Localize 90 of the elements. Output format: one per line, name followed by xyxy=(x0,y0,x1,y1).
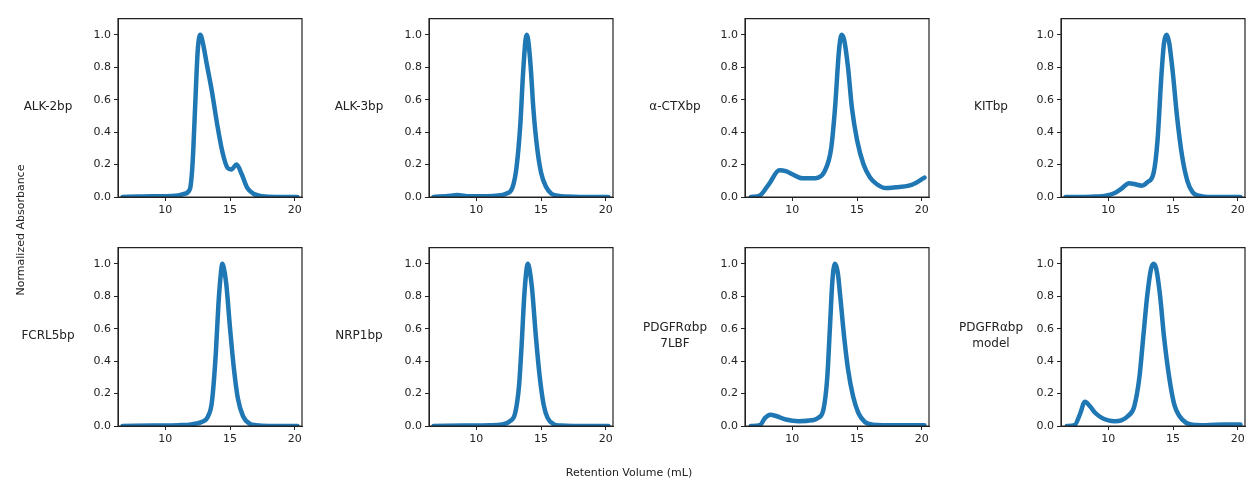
line-series xyxy=(120,32,300,197)
y-tick-label: 1.0 xyxy=(720,256,738,270)
x-tick-label: 20 xyxy=(287,432,302,446)
text: ALK-3bp xyxy=(334,98,384,114)
y-tick-label: 0.8 xyxy=(1036,289,1054,303)
y-tick-label: 0.4 xyxy=(93,353,111,367)
text: ALK-2bp xyxy=(23,98,73,114)
y-tick-label: 0.6 xyxy=(404,321,422,335)
y-tick-label: 0.8 xyxy=(1036,60,1054,74)
y-tick-label: 1.0 xyxy=(1036,27,1054,41)
x-tick-label: 20 xyxy=(598,203,613,217)
y-tick-label: 0.6 xyxy=(1036,92,1054,106)
y-tick-label: 0.6 xyxy=(1036,321,1054,335)
x-tick-label: 10 xyxy=(158,203,173,217)
y-tick-label: 1.0 xyxy=(93,256,111,270)
y-tick-label: 1.0 xyxy=(93,27,111,41)
y-tick-label: 0.2 xyxy=(93,386,111,400)
line-series xyxy=(120,261,300,426)
y-tick-label: 0.8 xyxy=(93,60,111,74)
line-series xyxy=(431,261,611,426)
y-tick-label: 0.4 xyxy=(404,353,422,367)
y-tick-label: 1.0 xyxy=(1036,256,1054,270)
x-tick-label: 15 xyxy=(223,203,238,217)
y-tick-label: 0.4 xyxy=(1036,353,1054,367)
x-tick-label: 10 xyxy=(785,203,800,217)
text: PDGFRαbp model xyxy=(958,319,1024,351)
y-tick-label: 0.0 xyxy=(404,189,422,203)
y-tick-label: 0.2 xyxy=(720,157,738,171)
y-tick-label: 0.0 xyxy=(720,189,738,203)
y-tick-label: 0.8 xyxy=(404,60,422,74)
y-tick-label: 0.8 xyxy=(93,289,111,303)
x-tick-label: 10 xyxy=(1101,432,1116,446)
x-axis-title: Retention Volume (mL) xyxy=(565,466,693,479)
y-tick-label: 0.6 xyxy=(93,321,111,335)
text: KITbp xyxy=(974,98,1008,114)
y-tick-label: 0.8 xyxy=(720,289,738,303)
y-tick-label: 0.2 xyxy=(1036,386,1054,400)
y-tick-label: 0.6 xyxy=(720,321,738,335)
y-tick-label: 0.0 xyxy=(720,418,738,432)
y-tick-label: 0.2 xyxy=(404,386,422,400)
x-tick-label: 15 xyxy=(534,203,549,217)
y-tick-label: 0.2 xyxy=(1036,157,1054,171)
y-tick-label: 0.2 xyxy=(720,386,738,400)
y-tick-label: 1.0 xyxy=(404,27,422,41)
x-tick-label: 10 xyxy=(469,203,484,217)
x-tick-label: 15 xyxy=(1166,432,1181,446)
x-tick-label: 20 xyxy=(1230,432,1245,446)
x-tick-label: 15 xyxy=(1166,203,1181,217)
y-tick-label: 0.2 xyxy=(93,157,111,171)
y-tick-label: 0.0 xyxy=(93,418,111,432)
x-tick-label: 15 xyxy=(850,203,865,217)
y-tick-label: 0.4 xyxy=(404,124,422,138)
y-tick-label: 0.6 xyxy=(720,92,738,106)
text: FCRL5bp xyxy=(21,327,75,343)
x-tick-label: 20 xyxy=(598,432,613,446)
text: α-CTXbp xyxy=(649,98,701,114)
y-tick-label: 0.6 xyxy=(93,92,111,106)
x-tick-label: 10 xyxy=(158,432,173,446)
y-tick-label: 0.0 xyxy=(93,189,111,203)
line-series xyxy=(431,32,611,197)
y-tick-label: 1.0 xyxy=(720,27,738,41)
x-tick-label: 15 xyxy=(534,432,549,446)
line-series xyxy=(748,261,927,426)
y-tick-label: 0.0 xyxy=(1036,189,1054,203)
y-tick-label: 0.4 xyxy=(1036,124,1054,138)
y-tick-label: 0.4 xyxy=(720,124,738,138)
x-tick-label: 10 xyxy=(785,432,800,446)
y-tick-label: 0.2 xyxy=(404,157,422,171)
y-axis-title: Normalized Absorbance xyxy=(13,164,27,296)
y-tick-label: 0.4 xyxy=(720,353,738,367)
x-tick-label: 20 xyxy=(914,432,929,446)
x-tick-label: 10 xyxy=(1101,203,1116,217)
y-tick-label: 0.0 xyxy=(404,418,422,432)
x-tick-label: 10 xyxy=(469,432,484,446)
y-tick-label: 0.6 xyxy=(404,92,422,106)
y-tick-label: 0.4 xyxy=(93,124,111,138)
line-series xyxy=(748,32,927,197)
y-tick-label: 0.0 xyxy=(1036,418,1054,432)
y-tick-label: 0.8 xyxy=(720,60,738,74)
text: NRP1bp xyxy=(335,327,383,343)
line-series xyxy=(1064,261,1243,426)
x-tick-label: 20 xyxy=(914,203,929,217)
y-tick-label: 0.8 xyxy=(404,289,422,303)
text: PDGFRαbp 7LBF xyxy=(642,319,708,351)
line-series xyxy=(1063,32,1243,197)
x-tick-label: 20 xyxy=(287,203,302,217)
x-tick-label: 15 xyxy=(850,432,865,446)
x-tick-label: 20 xyxy=(1230,203,1245,217)
x-tick-label: 15 xyxy=(223,432,238,446)
y-tick-label: 1.0 xyxy=(404,256,422,270)
